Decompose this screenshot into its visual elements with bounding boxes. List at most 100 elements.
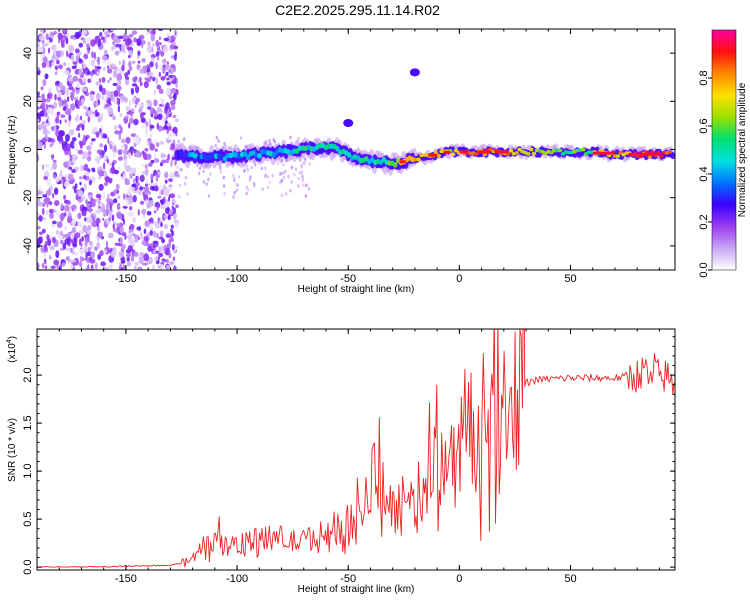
noise-blob <box>93 198 96 203</box>
noise-blob <box>105 202 110 211</box>
noise-blob <box>157 220 161 224</box>
noise-blob <box>141 42 144 49</box>
ridge-core <box>416 157 421 162</box>
noise-blob <box>168 178 173 182</box>
noise-blob <box>171 75 175 81</box>
noise-blob <box>163 196 166 204</box>
noise-blob <box>152 42 155 47</box>
noise-blob <box>66 50 69 58</box>
noise-blob <box>164 259 167 263</box>
noise-blob <box>84 248 87 255</box>
noise-blob <box>151 264 155 270</box>
noise-blob <box>136 226 141 231</box>
noise-blob <box>129 223 135 230</box>
noise-blob <box>222 175 225 180</box>
noise-blob <box>55 250 60 258</box>
ridge-core <box>531 151 537 156</box>
ridge-peak <box>399 160 406 164</box>
noise-blob <box>38 215 43 222</box>
noise-blob <box>129 231 135 236</box>
noise-blob <box>108 232 114 239</box>
noise-blob <box>117 105 121 113</box>
noise-blob <box>111 46 114 51</box>
noise-blob <box>98 205 101 210</box>
noise-blob <box>166 258 169 264</box>
noise-blob <box>155 76 159 85</box>
noise-blob <box>106 61 112 66</box>
x-tick-label: -100 <box>226 273 248 285</box>
noise-blob <box>99 84 103 93</box>
x-tick-label: 50 <box>564 573 576 585</box>
noise-blob <box>82 78 87 83</box>
noise-blob <box>63 70 70 75</box>
noise-blob <box>138 103 144 107</box>
noise-blob <box>37 186 43 191</box>
noise-blob <box>290 165 294 170</box>
noise-blob <box>120 44 125 53</box>
noise-blob <box>175 204 179 209</box>
noise-blob <box>89 141 94 146</box>
noise-blob <box>157 106 161 114</box>
noise-blob <box>207 194 211 198</box>
noise-blob <box>124 144 128 151</box>
noise-blob <box>82 87 88 92</box>
noise-blob <box>239 136 243 140</box>
noise-blob <box>82 134 86 142</box>
noise-blob <box>137 209 140 216</box>
noise-blob <box>68 86 74 91</box>
noise-blob <box>167 214 171 221</box>
noise-blob <box>280 193 283 197</box>
noise-blob <box>95 198 101 203</box>
noise-blob <box>59 264 62 270</box>
noise-blob <box>142 57 146 63</box>
noise-blob <box>60 203 64 210</box>
noise-blob <box>146 153 152 160</box>
noise-blob <box>166 207 170 212</box>
noise-blob <box>45 33 49 41</box>
noise-blob <box>103 66 106 71</box>
noise-blob <box>261 187 264 191</box>
noise-blob <box>115 43 121 48</box>
noise-blob <box>41 137 48 143</box>
noise-blob <box>112 82 118 87</box>
noise-blob <box>174 160 177 166</box>
noise-blob <box>63 181 70 188</box>
noise-blob <box>172 114 177 119</box>
noise-blob <box>145 132 149 137</box>
noise-blob <box>55 85 59 92</box>
noise-blob <box>207 177 210 182</box>
noise-blob <box>47 188 52 196</box>
x-tick-label: 0 <box>456 573 462 585</box>
noise-blob <box>184 175 188 180</box>
noise-blob <box>37 66 40 71</box>
noise-blob <box>106 91 111 95</box>
noise-blob <box>129 146 134 150</box>
noise-blob <box>169 261 175 265</box>
noise-blob <box>37 236 43 244</box>
ridge-band <box>670 152 675 160</box>
noise-blob <box>65 37 69 45</box>
noise-blob <box>125 97 128 104</box>
noise-blob <box>49 212 54 220</box>
noise-blob <box>146 99 152 104</box>
noise-blob <box>147 41 151 47</box>
noise-blob <box>233 190 236 195</box>
noise-blob <box>42 202 46 207</box>
noise-blob <box>146 79 151 83</box>
noise-blob <box>155 39 159 47</box>
noise-blob <box>91 219 98 228</box>
noise-blob <box>95 209 100 214</box>
noise-blob <box>153 109 156 114</box>
noise-blob <box>307 187 311 191</box>
noise-blob <box>145 199 149 205</box>
noise-blob <box>156 142 160 148</box>
noise-blob <box>81 97 85 105</box>
noise-blob <box>245 185 249 190</box>
ridge-core <box>433 150 438 155</box>
noise-blob <box>149 230 153 236</box>
noise-blob <box>254 162 257 167</box>
snr-panel: -150 -100 -50 0 50 0.0 0.5 1.0 1.5 2.0 Height of … <box>6 328 676 595</box>
noise-blob <box>77 198 83 203</box>
noise-blob <box>102 191 106 200</box>
noise-blob <box>140 117 146 123</box>
